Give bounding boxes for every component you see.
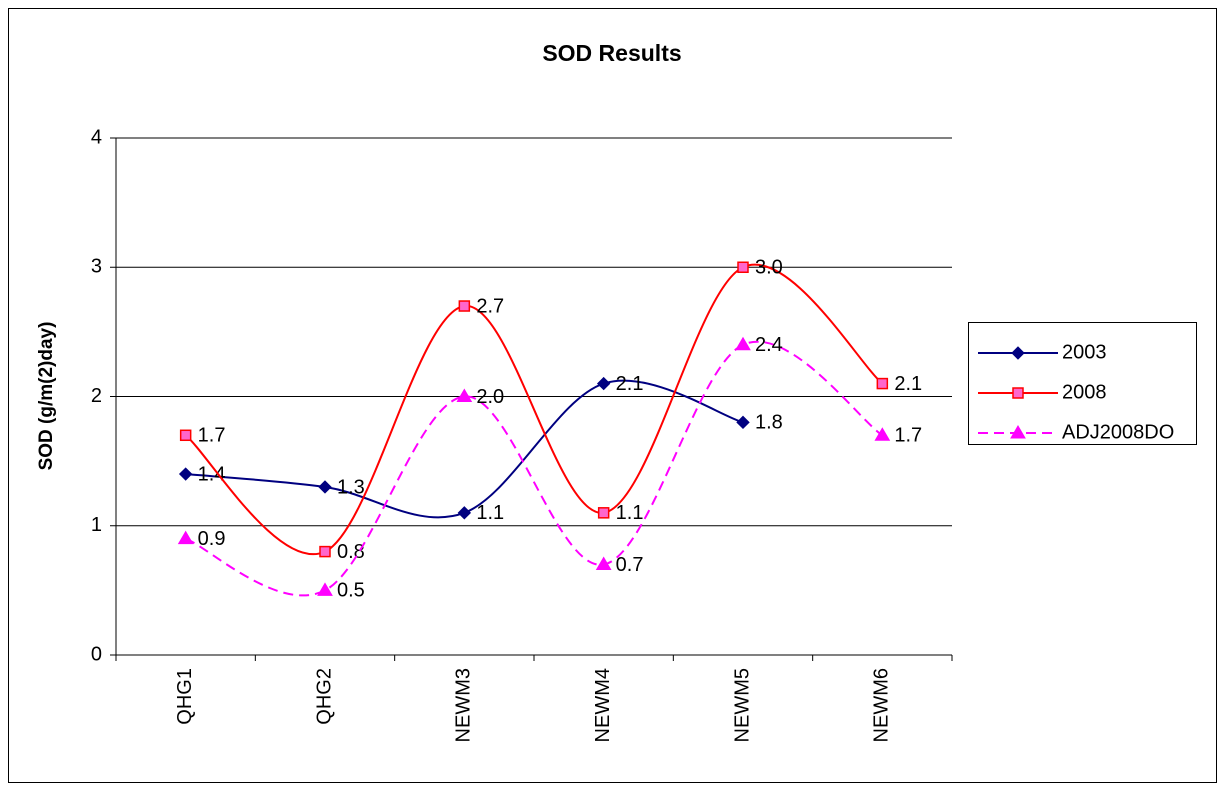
marker bbox=[178, 467, 193, 481]
x-tick-label: NEWM5 bbox=[731, 668, 753, 742]
marker bbox=[1012, 387, 1024, 399]
series-line bbox=[185, 379, 744, 519]
marker bbox=[595, 556, 612, 571]
marker bbox=[317, 582, 333, 596]
x-tick-label: NEWM6 bbox=[871, 668, 893, 742]
marker bbox=[737, 261, 749, 273]
chart-title: SOD Results bbox=[542, 40, 681, 66]
data-label: 0.5 bbox=[337, 580, 365, 602]
marker bbox=[735, 336, 751, 351]
y-axis-label: SOD (g/m(2)day) bbox=[36, 322, 57, 471]
legend-label: 2008 bbox=[1062, 381, 1107, 403]
data-label: 1.1 bbox=[476, 502, 504, 524]
x-tick-label: QHG2 bbox=[313, 668, 335, 725]
y-tick-label: 2 bbox=[91, 385, 102, 407]
data-label: 2.4 bbox=[755, 334, 783, 356]
series-line bbox=[185, 341, 883, 597]
marker bbox=[177, 530, 194, 545]
data-label: 0.7 bbox=[616, 554, 644, 576]
marker bbox=[1011, 346, 1025, 360]
marker bbox=[1010, 425, 1026, 439]
y-tick-label: 1 bbox=[91, 514, 102, 536]
x-tick-label: NEWM4 bbox=[592, 668, 614, 742]
y-tick-label: 4 bbox=[91, 126, 102, 148]
data-label: 2.7 bbox=[476, 295, 504, 317]
marker bbox=[457, 506, 472, 520]
x-tick-label: QHG1 bbox=[174, 668, 196, 725]
data-label: 1.7 bbox=[198, 425, 226, 447]
marker bbox=[736, 415, 750, 430]
y-tick-label: 0 bbox=[91, 643, 102, 665]
data-label: 2.1 bbox=[616, 373, 644, 395]
marker bbox=[179, 429, 192, 442]
y-tick-label: 3 bbox=[91, 256, 102, 278]
marker bbox=[456, 388, 473, 402]
marker bbox=[874, 427, 891, 441]
marker bbox=[597, 507, 610, 519]
x-tick-label: NEWM3 bbox=[453, 668, 475, 742]
data-label: 1.8 bbox=[755, 412, 783, 434]
marker bbox=[458, 300, 471, 312]
data-label: 1.1 bbox=[616, 502, 644, 524]
marker bbox=[319, 545, 331, 558]
legend bbox=[968, 322, 1197, 445]
data-label: 0.8 bbox=[337, 541, 365, 563]
marker bbox=[596, 376, 611, 391]
data-label: 1.3 bbox=[337, 476, 365, 498]
data-label: 0.9 bbox=[198, 528, 226, 550]
legend-label: 2003 bbox=[1062, 341, 1107, 363]
data-label: 2.1 bbox=[894, 373, 922, 395]
marker bbox=[876, 377, 889, 390]
data-label: 1.4 bbox=[198, 463, 226, 485]
legend-label: ADJ2008DO bbox=[1062, 421, 1174, 443]
marker bbox=[318, 480, 332, 494]
data-label: 3.0 bbox=[755, 257, 783, 279]
data-label: 1.7 bbox=[894, 425, 922, 447]
data-label: 2.0 bbox=[476, 386, 504, 408]
